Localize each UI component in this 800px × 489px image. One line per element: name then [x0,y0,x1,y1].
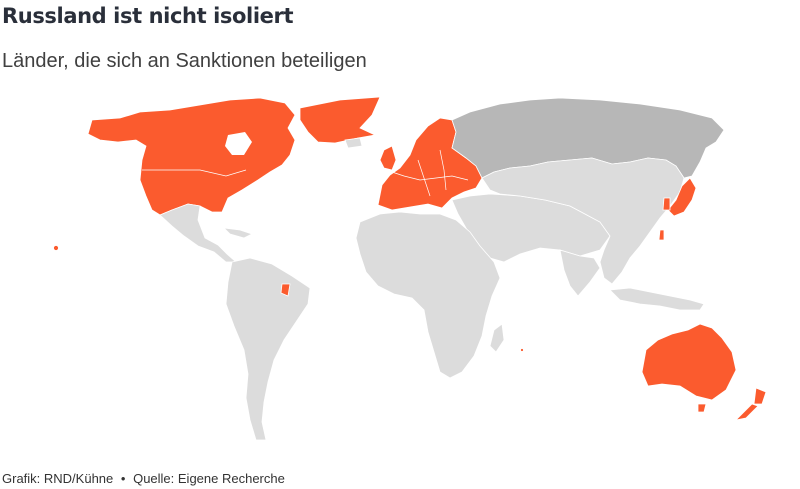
region-south-america [225,257,311,441]
region-central-america [159,203,238,263]
footer: Grafik: RND/Kühne • Quelle: Eigene Reche… [2,471,285,486]
world-map [53,96,767,441]
region-south-korea [662,197,671,211]
region-hawaii [53,245,59,251]
region-africa [355,211,501,379]
region-greenland [299,96,381,144]
region-india [559,249,601,297]
region-australia [641,323,737,401]
map-title: Russland ist nicht isoliert [2,4,294,28]
footer-separator: • [120,471,126,486]
footer-source: Quelle: Eigene Recherche [133,471,285,486]
footer-credit: Grafik: RND/Kühne [2,471,114,486]
region-asia [481,157,685,285]
map-subtitle: Länder, die sich an Sanktionen beteilige… [2,50,367,72]
region-new-zealand [753,387,767,405]
region-uk [379,145,397,171]
region-japan [667,177,697,217]
region-iceland [344,137,363,149]
region-north-america [87,97,296,216]
region-french-guiana [280,283,291,297]
region-taiwan [658,229,665,241]
